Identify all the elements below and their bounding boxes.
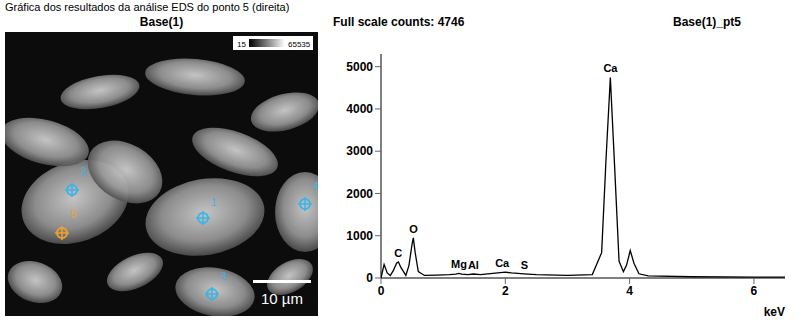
html-text:Base(1): Base(1) — [139, 15, 184, 29]
svg-text:15: 15 — [237, 40, 246, 49]
svg-text:1000: 1000 — [346, 229, 373, 243]
html-text:Gráfica dos resultados da anál: Gráfica dos resultados da análise EDS do… — [5, 1, 290, 13]
svg-text:2: 2 — [81, 166, 87, 177]
html-text:Base(1)_pt5: Base(1)_pt5 — [673, 15, 741, 29]
svg-text:2000: 2000 — [346, 187, 373, 201]
svg-text:1: 1 — [211, 197, 217, 208]
svg-text:3000: 3000 — [346, 144, 373, 158]
svg-text:Ca: Ca — [495, 257, 510, 269]
svg-text:Mg: Mg — [451, 258, 467, 270]
svg-text:0: 0 — [378, 284, 385, 298]
svg-text:10 µm: 10 µm — [261, 290, 303, 307]
svg-text:C: C — [394, 247, 402, 259]
html-text:Full scale counts: 4746: Full scale counts: 4746 — [333, 15, 465, 29]
svg-text:6: 6 — [751, 284, 758, 298]
svg-text:4: 4 — [626, 284, 633, 298]
svg-text:O: O — [409, 223, 418, 235]
svg-text:S: S — [521, 259, 528, 271]
svg-text:5000: 5000 — [346, 60, 373, 74]
svg-text:Ca: Ca — [603, 62, 618, 74]
svg-text:keV: keV — [764, 305, 785, 318]
svg-text:3: 3 — [221, 271, 227, 282]
svg-text:4000: 4000 — [346, 102, 373, 116]
svg-text:5: 5 — [71, 209, 77, 220]
svg-text:4: 4 — [313, 181, 318, 192]
svg-text:0: 0 — [366, 271, 373, 285]
svg-text:Al: Al — [468, 259, 479, 271]
svg-text:65535: 65535 — [288, 40, 311, 49]
svg-text:2: 2 — [502, 284, 509, 298]
